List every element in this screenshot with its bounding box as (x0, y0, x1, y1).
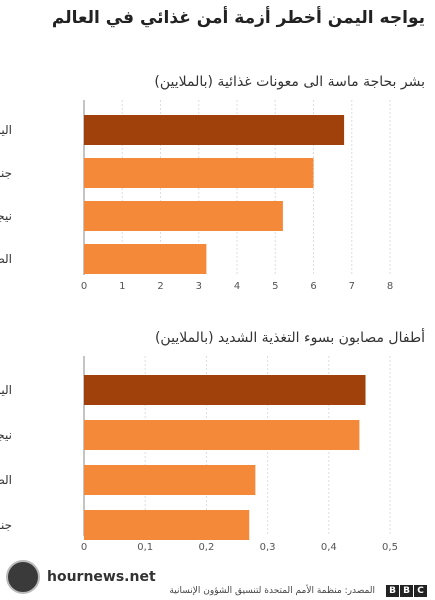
x-tick-label: 0 (81, 281, 87, 292)
x-tick-label: 0,5 (382, 542, 398, 553)
bar (84, 375, 366, 405)
bbc-logo-letter: C (414, 585, 427, 597)
bbc-logo: B B C (386, 585, 427, 597)
chart-child-malnutrition: 0 0,1 0,2 0,3 0,4 0,5 اليمن نيجيريا الصومال جنوب … (0, 356, 398, 553)
page-title: يواجه اليمن أخطر أزمة أمن غذائي في العال… (51, 8, 425, 28)
bar (84, 510, 250, 540)
category-label: نيجيريا (0, 209, 12, 224)
category-label: جنوب السودان (0, 518, 12, 533)
chart-2-title: أطفال مصابون بسوء التغذية الشديد (بالملا… (154, 330, 425, 346)
x-tick-label: 0,3 (260, 542, 276, 553)
chart-needs-food-aid: 0 1 2 3 4 5 6 7 8 اليمن جنوب السودان نيجيريا الصومال (0, 100, 393, 292)
bar (84, 201, 283, 231)
bar (84, 115, 345, 145)
category-label: اليمن (0, 383, 12, 398)
category-label: الصومال (0, 252, 12, 267)
x-tick-label: 6 (310, 281, 316, 292)
x-tick-label: 0,1 (137, 542, 153, 553)
watermark: hournews.net (6, 560, 159, 594)
bar (84, 244, 207, 274)
category-label: جنوب السودان (0, 166, 12, 181)
x-tick-label: 0,4 (321, 542, 337, 553)
x-tick-label: 0,2 (198, 542, 214, 553)
watermark-logo-icon (6, 560, 40, 594)
chart-1-title: بشر بحاجة ماسة الى معونات غذائية (بالملا… (154, 74, 425, 90)
bbc-logo-letter: B (386, 585, 399, 597)
bbc-logo-letter: B (400, 585, 413, 597)
category-label: اليمن (0, 123, 12, 138)
x-tick-label: 5 (272, 281, 278, 292)
x-tick-label: 7 (349, 281, 355, 292)
bar (84, 465, 256, 495)
bar (84, 420, 360, 450)
category-label: الصومال (0, 473, 12, 488)
source-note: المصدر: منظمة الأمم المتحدة لتنسيق الشؤو… (169, 586, 375, 596)
category-label: نيجيريا (0, 428, 12, 443)
x-tick-label: 3 (196, 281, 202, 292)
x-tick-label: 8 (387, 281, 393, 292)
x-tick-label: 2 (157, 281, 163, 292)
x-tick-label: 0 (81, 542, 87, 553)
bar (84, 158, 314, 188)
x-tick-label: 1 (119, 281, 125, 292)
watermark-text: hournews.net (44, 568, 159, 586)
x-tick-label: 4 (234, 281, 240, 292)
